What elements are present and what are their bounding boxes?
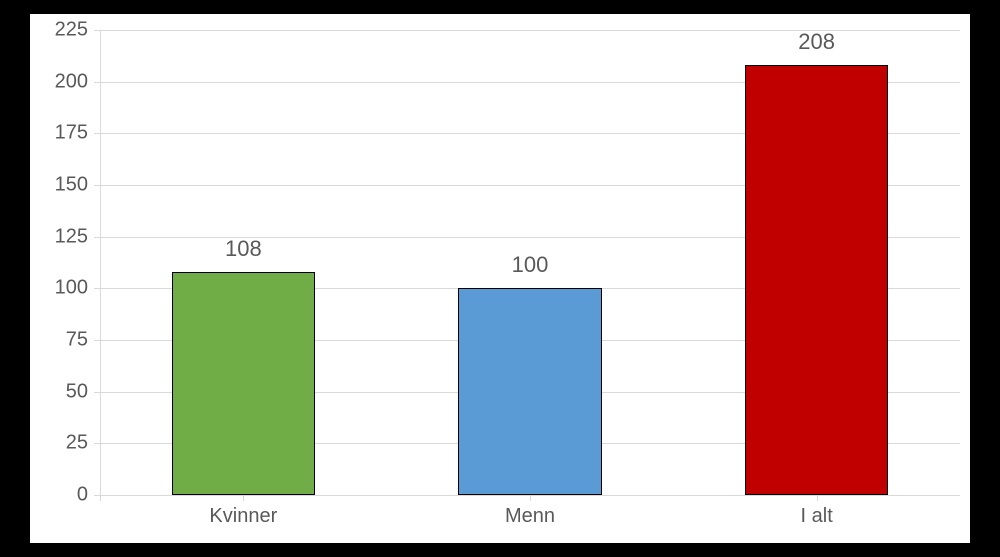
plot-area: 0255075100125150175200225108Kvinner100Me… [100, 30, 960, 495]
chart-area: 0 25 50 75 100 125 150 175 200 225 108 Kvinner 100 Me… [30, 14, 970, 543]
y-tick-label: 75 [28, 329, 88, 352]
y-axis-line [100, 30, 101, 495]
x-tick-label: I alt [801, 505, 833, 528]
data-label: 108 [225, 236, 262, 262]
bar [172, 272, 315, 495]
y-tick-label: 25 [28, 432, 88, 455]
data-label: 208 [798, 29, 835, 55]
x-tick-label: Kvinner [209, 505, 277, 528]
y-tick-label: 0 [28, 484, 88, 507]
bar [745, 65, 888, 495]
y-tick-label: 50 [28, 380, 88, 403]
data-label: 100 [512, 252, 549, 278]
x-tick-mark [530, 495, 531, 501]
y-tick-label: 225 [28, 19, 88, 42]
bar [458, 288, 601, 495]
page-root: 0 25 50 75 100 125 150 175 200 225 108 Kvinner 100 Me… [0, 0, 1000, 557]
x-tick-mark [817, 495, 818, 501]
y-tick-label: 150 [28, 174, 88, 197]
x-tick-mark [100, 495, 101, 501]
x-tick-label: Menn [505, 505, 555, 528]
y-tick-label: 125 [28, 225, 88, 248]
x-tick-mark [243, 495, 244, 501]
y-tick-label: 200 [28, 70, 88, 93]
y-tick-label: 100 [28, 277, 88, 300]
y-tick-label: 175 [28, 122, 88, 145]
